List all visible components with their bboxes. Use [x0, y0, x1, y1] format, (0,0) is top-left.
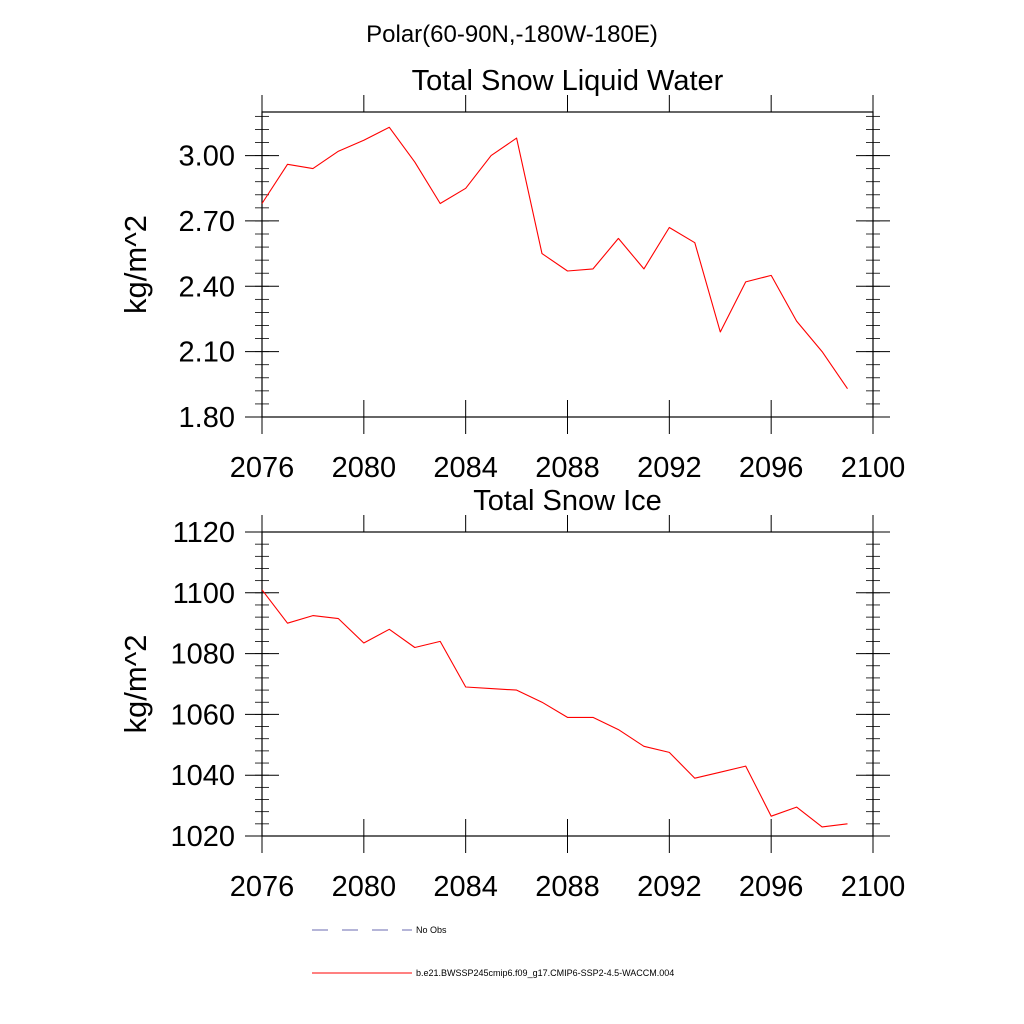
data-point — [796, 807, 797, 808]
data-point — [516, 689, 517, 690]
data-point — [643, 268, 644, 269]
data-point — [694, 242, 695, 243]
data-point — [771, 275, 772, 276]
x-tick-label: 2076 — [230, 452, 295, 484]
y-tick-label: 1040 — [170, 760, 235, 792]
legend-label-2: b.e21.BWSSP245cmip6.f09_g17.CMIP6-SSP2-4… — [416, 968, 674, 978]
y-tick-label: 1100 — [173, 578, 235, 610]
x-tick-label: 2100 — [841, 452, 906, 484]
data-point — [541, 702, 542, 703]
x-tick-label: 2096 — [739, 452, 804, 484]
y-axis-label: kg/m^2 — [118, 635, 153, 734]
data-point — [669, 227, 670, 228]
y-tick-label: 1020 — [170, 821, 235, 853]
data-point — [592, 717, 593, 718]
data-point — [287, 623, 288, 624]
legend: No Obs b.e21.BWSSP245cmip6.f09_g17.CMIP6-… — [312, 925, 674, 978]
data-point — [847, 823, 848, 824]
y-axis-label: kg/m^2 — [118, 215, 153, 314]
data-point — [414, 647, 415, 648]
data-point — [567, 270, 568, 271]
data-point — [261, 589, 262, 590]
data-point — [389, 127, 390, 128]
data-point — [643, 746, 644, 747]
data-point — [516, 138, 517, 139]
legend-label-1: No Obs — [416, 925, 447, 935]
data-point — [541, 253, 542, 254]
x-tick-label: 2092 — [637, 452, 702, 484]
data-point — [338, 618, 339, 619]
data-point — [312, 168, 313, 169]
x-tick-label: 2100 — [841, 871, 906, 903]
series-line-1 — [261, 589, 848, 828]
x-tick-label: 2076 — [230, 871, 295, 903]
chart-panel-2: Total Snow Ice 2076 2080 2084 2088 2092 2096 21… — [118, 485, 905, 903]
y-tick-label: 1.80 — [179, 402, 235, 434]
panels: Total Snow Liquid Water 2076 2080 2084 2088 2… — [118, 65, 905, 903]
y-tick-label: 1080 — [170, 639, 235, 671]
data-point — [440, 641, 441, 642]
data-point — [821, 351, 822, 352]
x-tick-label: 2080 — [332, 871, 397, 903]
chart-panel-1: Total Snow Liquid Water 2076 2080 2084 2088 2… — [118, 65, 905, 484]
x-tick-label: 2096 — [739, 871, 804, 903]
chart-title: Total Snow Ice — [473, 485, 662, 517]
y-tick-label: 1120 — [173, 517, 235, 549]
x-tick-label: 2080 — [332, 452, 397, 484]
data-point — [440, 203, 441, 204]
y-tick-label: 2.10 — [179, 337, 235, 369]
data-point — [720, 331, 721, 332]
data-point — [592, 268, 593, 269]
data-point — [669, 752, 670, 753]
data-point — [491, 155, 492, 156]
data-point — [745, 281, 746, 282]
x-tick-label: 2084 — [433, 871, 498, 903]
data-point — [465, 188, 466, 189]
data-point — [694, 778, 695, 779]
data-point — [287, 164, 288, 165]
x-tick-label: 2084 — [433, 452, 498, 484]
x-tick-label: 2092 — [637, 871, 702, 903]
data-point — [389, 629, 390, 630]
data-point — [745, 765, 746, 766]
y-tick-label: 3.00 — [179, 141, 235, 173]
data-point — [338, 151, 339, 152]
series-line-1 — [261, 126, 848, 390]
data-point — [618, 729, 619, 730]
x-tick-label: 2088 — [535, 871, 600, 903]
x-tick-label: 2088 — [535, 452, 600, 484]
plot-frame — [261, 111, 874, 418]
data-point — [847, 388, 848, 389]
data-point — [720, 772, 721, 773]
data-point — [414, 162, 415, 163]
data-point — [567, 717, 568, 718]
data-point — [618, 238, 619, 239]
plot-frame — [261, 531, 874, 837]
y-tick-label: 2.40 — [179, 271, 235, 303]
y-tick-label: 1060 — [170, 699, 235, 731]
data-point — [796, 321, 797, 322]
data-point — [491, 688, 492, 689]
data-point — [312, 615, 313, 616]
y-tick-label: 2.70 — [179, 206, 235, 238]
data-point — [363, 642, 364, 643]
data-point — [465, 686, 466, 687]
data-point — [363, 140, 364, 141]
data-point — [771, 816, 772, 817]
figure-main-title: Polar(60-90N,-180W-180E) — [366, 21, 658, 48]
chart-title: Total Snow Liquid Water — [412, 65, 724, 97]
data-point — [261, 203, 262, 204]
data-point — [821, 826, 822, 827]
